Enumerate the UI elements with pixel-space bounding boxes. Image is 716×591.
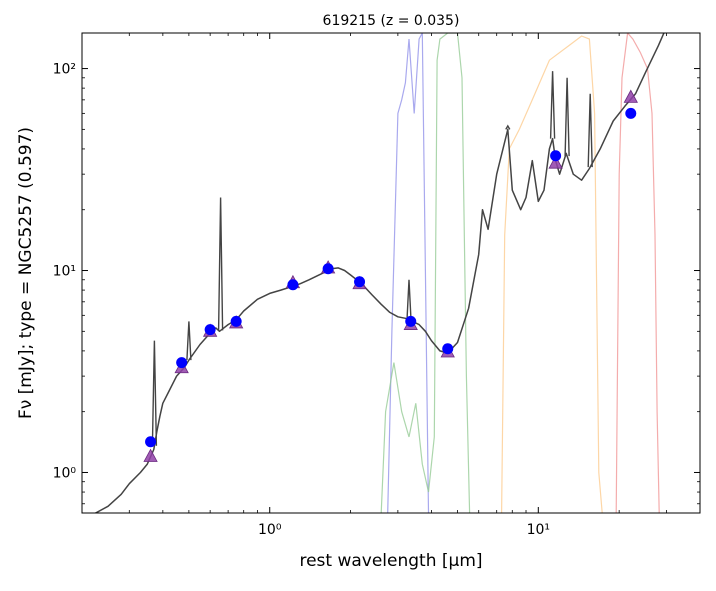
- spectrum-spike-4: [406, 279, 412, 320]
- x-tick-label-1: 10⁰: [258, 522, 282, 538]
- observed-point-8: [405, 315, 417, 327]
- photometry-points: [143, 89, 638, 462]
- y-tick-label-1: 10⁰: [53, 465, 77, 481]
- y-axis-label: Fν [mJy]; type = NGC5257 (0.597): [16, 127, 36, 419]
- observed-point-6: [322, 263, 334, 275]
- filter-curve-3: [501, 35, 603, 513]
- spectrum-spike-2: [186, 321, 192, 361]
- x-tick-label-2: 10¹: [527, 522, 550, 538]
- model-point-10: [548, 155, 563, 169]
- observed-point-3: [204, 324, 216, 336]
- filter-curve-2: [380, 33, 471, 513]
- spectrum-spike-8: [587, 93, 593, 168]
- model-point-1: [143, 448, 158, 462]
- spectrum-spike-5: [505, 124, 511, 130]
- observed-point-5: [287, 279, 299, 291]
- spectrum-spike-3: [217, 197, 224, 331]
- y-tick-label-2: 10¹: [53, 264, 76, 280]
- x-axis-label: rest wavelength [μm]: [299, 551, 482, 571]
- observed-point-11: [625, 107, 637, 119]
- chart-title: 619215 (z = 0.035): [323, 13, 460, 29]
- plot-frame: [81, 32, 701, 514]
- y-tick-label-3: 10²: [53, 62, 76, 78]
- axis-ticks: 10⁰ 10¹ 10⁰ 10¹ 10²: [53, 33, 700, 538]
- observed-point-2: [176, 357, 188, 369]
- model-point-11: [623, 89, 638, 103]
- observed-point-7: [354, 276, 366, 288]
- observed-point-1: [145, 436, 157, 448]
- filter-curve-1: [387, 33, 430, 513]
- observed-point-10: [550, 150, 562, 162]
- spectrum-spike-7: [564, 77, 570, 157]
- spectrum-spike-6: [549, 71, 556, 139]
- spectrum-spike-1: [151, 340, 158, 446]
- observed-point-4: [230, 315, 242, 327]
- observed-point-9: [442, 343, 454, 355]
